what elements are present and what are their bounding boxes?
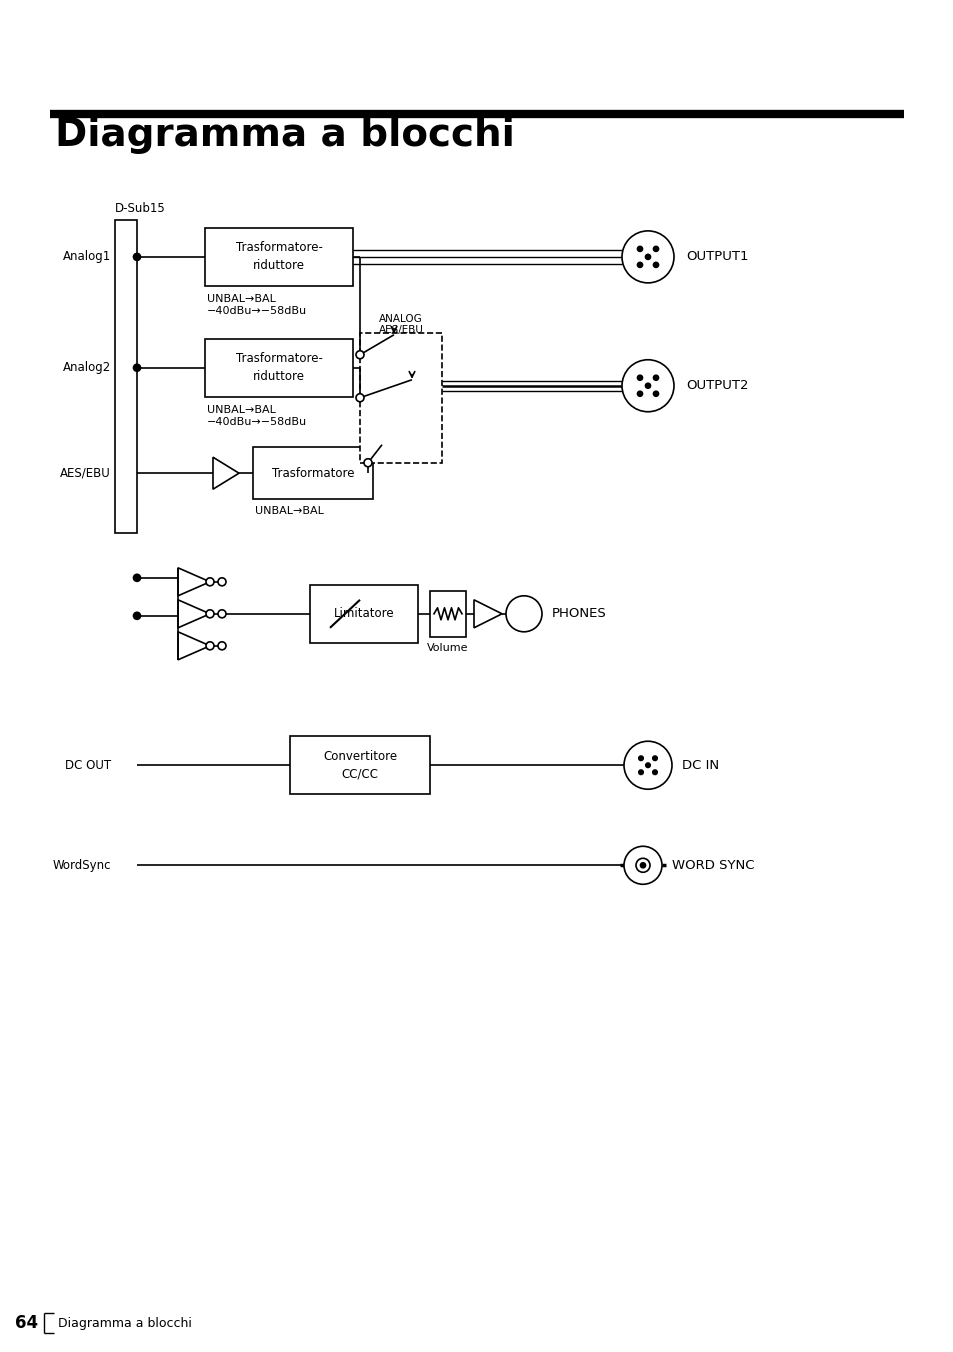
- Circle shape: [133, 253, 140, 261]
- Circle shape: [621, 360, 673, 412]
- Circle shape: [639, 771, 642, 775]
- Circle shape: [645, 254, 650, 260]
- Circle shape: [218, 610, 226, 618]
- Text: AES/EBU: AES/EBU: [378, 324, 423, 335]
- Text: riduttore: riduttore: [253, 370, 305, 383]
- Text: OUTPUT2: OUTPUT2: [685, 380, 748, 392]
- Bar: [115, 220, 137, 533]
- Circle shape: [133, 575, 140, 581]
- Text: riduttore: riduttore: [253, 260, 305, 272]
- Text: Diagramma a blocchi: Diagramma a blocchi: [55, 116, 515, 154]
- Text: −40dBu→−58dBu: −40dBu→−58dBu: [207, 416, 307, 427]
- Text: Trasformatore-: Trasformatore-: [235, 242, 322, 254]
- Circle shape: [645, 763, 650, 768]
- Text: Analog2: Analog2: [63, 361, 111, 375]
- Text: UNBAL→BAL: UNBAL→BAL: [254, 506, 323, 516]
- Bar: [430, 591, 465, 637]
- Bar: [290, 737, 430, 794]
- Circle shape: [206, 577, 213, 585]
- Text: WORD SYNC: WORD SYNC: [671, 859, 754, 872]
- Circle shape: [218, 577, 226, 585]
- Circle shape: [645, 383, 650, 388]
- Circle shape: [505, 596, 541, 631]
- Text: AES/EBU: AES/EBU: [60, 466, 111, 480]
- Text: Convertitore: Convertitore: [323, 750, 396, 763]
- Circle shape: [637, 376, 641, 380]
- Circle shape: [636, 859, 649, 872]
- Bar: [253, 448, 373, 499]
- Circle shape: [653, 376, 658, 380]
- Bar: [205, 228, 353, 285]
- Circle shape: [652, 756, 657, 760]
- Text: ANALOG: ANALOG: [378, 314, 422, 323]
- Bar: [310, 585, 417, 642]
- Bar: [205, 339, 353, 396]
- Circle shape: [653, 391, 658, 396]
- Text: DC IN: DC IN: [681, 758, 719, 772]
- Bar: [359, 333, 441, 462]
- Circle shape: [652, 771, 657, 775]
- Circle shape: [637, 246, 641, 251]
- Circle shape: [621, 231, 673, 283]
- Text: CC/CC: CC/CC: [341, 768, 378, 780]
- Circle shape: [637, 262, 641, 268]
- Text: UNBAL→BAL: UNBAL→BAL: [207, 293, 275, 304]
- Circle shape: [355, 350, 364, 358]
- Text: WordSync: WordSync: [52, 859, 111, 872]
- Circle shape: [623, 846, 661, 884]
- Text: Volume: Volume: [427, 642, 468, 653]
- Text: Trasformatore-: Trasformatore-: [235, 353, 322, 365]
- Circle shape: [206, 642, 213, 650]
- Circle shape: [133, 612, 140, 619]
- Circle shape: [364, 458, 372, 466]
- Text: Trasformatore: Trasformatore: [272, 466, 354, 480]
- Circle shape: [637, 391, 641, 396]
- Text: −40dBu→−58dBu: −40dBu→−58dBu: [207, 306, 307, 316]
- Text: UNBAL→BAL: UNBAL→BAL: [207, 404, 275, 415]
- Text: Diagramma a blocchi: Diagramma a blocchi: [58, 1317, 192, 1329]
- Text: 64: 64: [15, 1314, 38, 1332]
- Circle shape: [355, 393, 364, 402]
- Circle shape: [639, 863, 645, 868]
- Circle shape: [623, 741, 671, 790]
- Circle shape: [639, 756, 642, 760]
- Text: Limitatore: Limitatore: [334, 607, 394, 621]
- Text: Analog1: Analog1: [63, 250, 111, 264]
- Text: DC OUT: DC OUT: [65, 758, 111, 772]
- Text: PHONES: PHONES: [552, 607, 606, 621]
- Circle shape: [218, 642, 226, 650]
- Text: OUTPUT1: OUTPUT1: [685, 250, 748, 264]
- Circle shape: [653, 262, 658, 268]
- Circle shape: [133, 364, 140, 372]
- Circle shape: [653, 246, 658, 251]
- Circle shape: [206, 610, 213, 618]
- Text: D-Sub15: D-Sub15: [115, 201, 166, 215]
